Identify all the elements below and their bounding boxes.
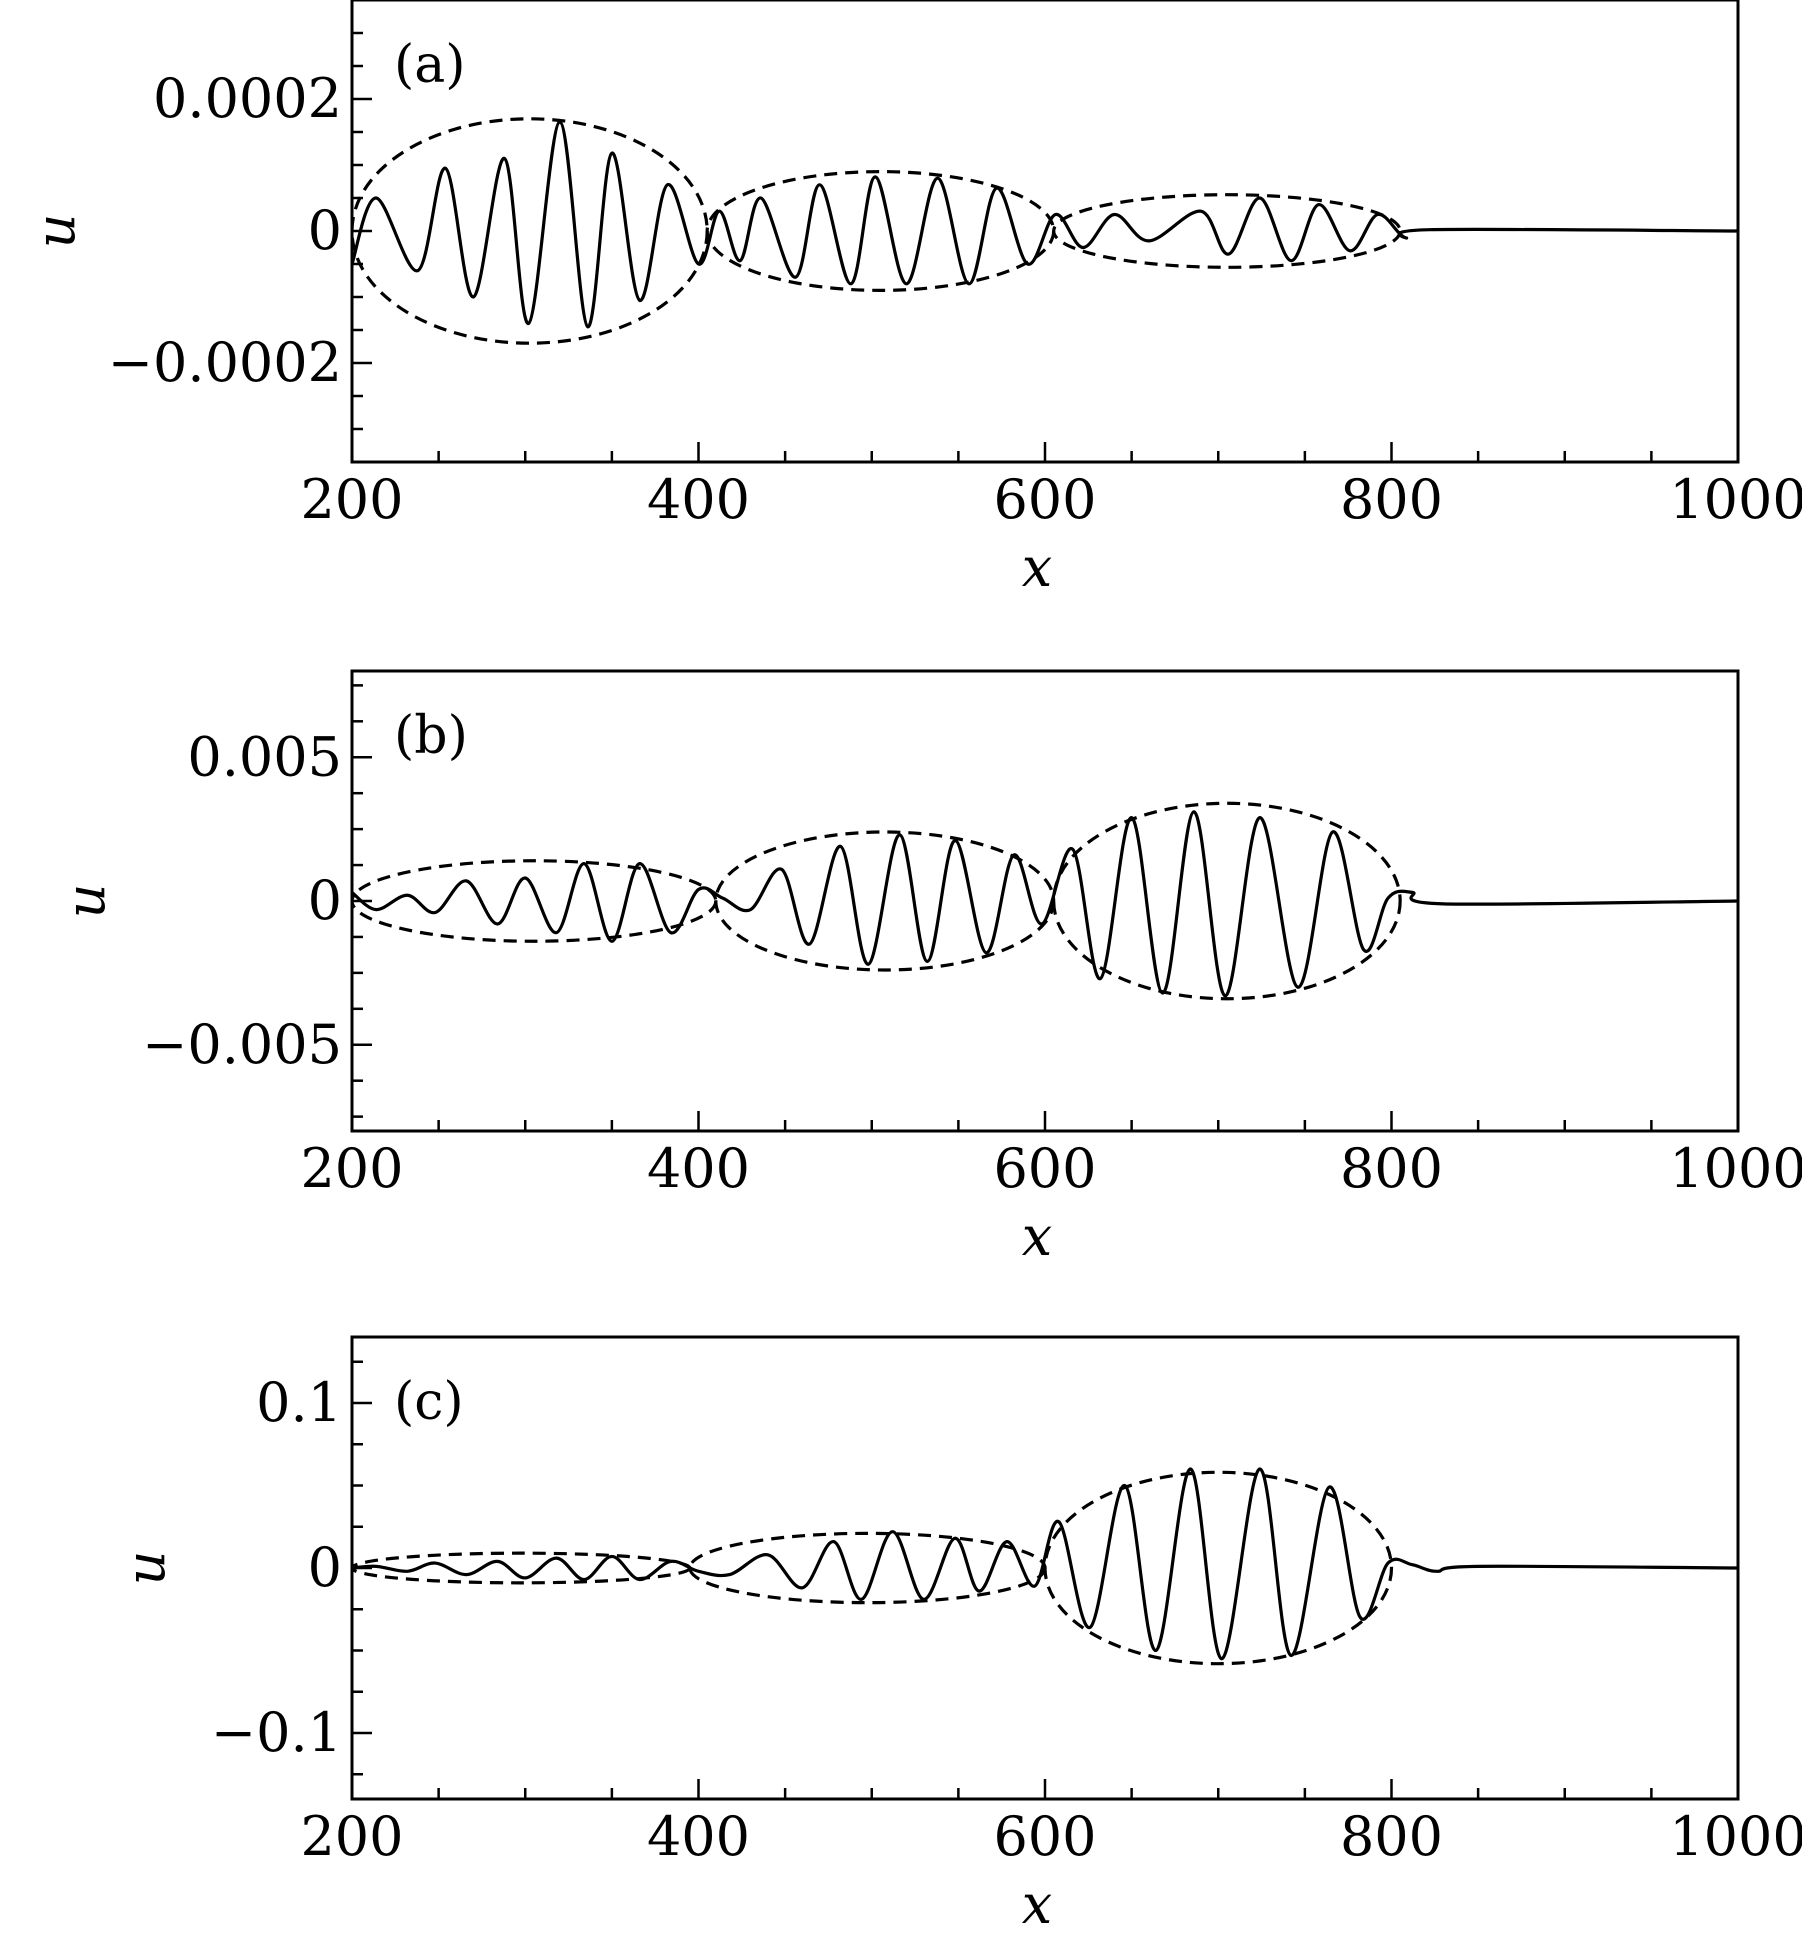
panel-3: 200 400 600 800 1000 0.1 0 −0.1 x u (c) (114, 1335, 1802, 1936)
x-tick-label: 400 (647, 1805, 750, 1868)
x-axis-label: x (1022, 1205, 1052, 1268)
plot-area (352, 117, 1738, 345)
x-tick-label: 400 (647, 468, 750, 531)
axes-frame (350, 1335, 1740, 1801)
envelope-ellipse (714, 830, 1056, 972)
panel-2: 200 400 600 800 1000 0.005 0 −0.005 x u (b) (54, 669, 1802, 1268)
panel-label: (a) (394, 35, 466, 95)
plot-area (352, 801, 1738, 1001)
y-tick-label: 0 (308, 1536, 342, 1599)
axes-frame (350, 669, 1740, 1133)
y-tick-label: 0 (308, 199, 342, 262)
signal-line (352, 120, 1738, 329)
x-tick-label: 400 (647, 1137, 750, 1200)
y-tick-label: −0.1 (211, 1701, 342, 1764)
y-tick-label: 0.005 (187, 725, 342, 788)
signal-line (352, 810, 1738, 998)
y-axis-label: u (114, 1551, 177, 1586)
envelope-ellipse (352, 1551, 692, 1585)
x-tick-label: 800 (1340, 1805, 1443, 1868)
y-axis-label: u (54, 884, 117, 919)
panel-label: (b) (394, 706, 468, 766)
signal-line (352, 1467, 1738, 1661)
x-tick-label: 1000 (1669, 468, 1802, 531)
x-axis-label: x (1022, 1873, 1052, 1936)
panel-label: (c) (394, 1372, 464, 1432)
x-tick-label: 200 (300, 468, 403, 531)
envelope-ellipse (1052, 193, 1402, 269)
x-tick-label: 200 (300, 1137, 403, 1200)
x-tick-label: 1000 (1669, 1137, 1802, 1200)
y-tick-label: 0 (308, 869, 342, 932)
envelope-ellipse (1043, 1470, 1394, 1666)
x-tick-label: 800 (1340, 468, 1443, 531)
x-tick-label: 600 (993, 1805, 1096, 1868)
panel-1: 200 400 600 800 1000 0.0002 0 −0.0002 x u (a) (24, 0, 1802, 599)
x-tick-label: 800 (1340, 1137, 1443, 1200)
envelope-ellipse (1052, 801, 1402, 1001)
axes-frame (350, 0, 1740, 464)
x-tick-label: 200 (300, 1805, 403, 1868)
y-tick-label: −0.0002 (108, 331, 342, 394)
x-tick-label: 600 (993, 1137, 1096, 1200)
y-tick-label: 0.0002 (153, 67, 342, 130)
y-tick-label: −0.005 (142, 1013, 342, 1076)
y-tick-label: 0.1 (256, 1371, 342, 1434)
envelope-ellipse (352, 117, 709, 345)
plot-area (352, 1467, 1738, 1666)
envelope-ellipse (352, 859, 718, 943)
x-tick-label: 600 (993, 468, 1096, 531)
x-axis-label: x (1022, 536, 1052, 599)
x-tick-label: 1000 (1669, 1805, 1802, 1868)
y-axis-label: u (24, 214, 87, 249)
